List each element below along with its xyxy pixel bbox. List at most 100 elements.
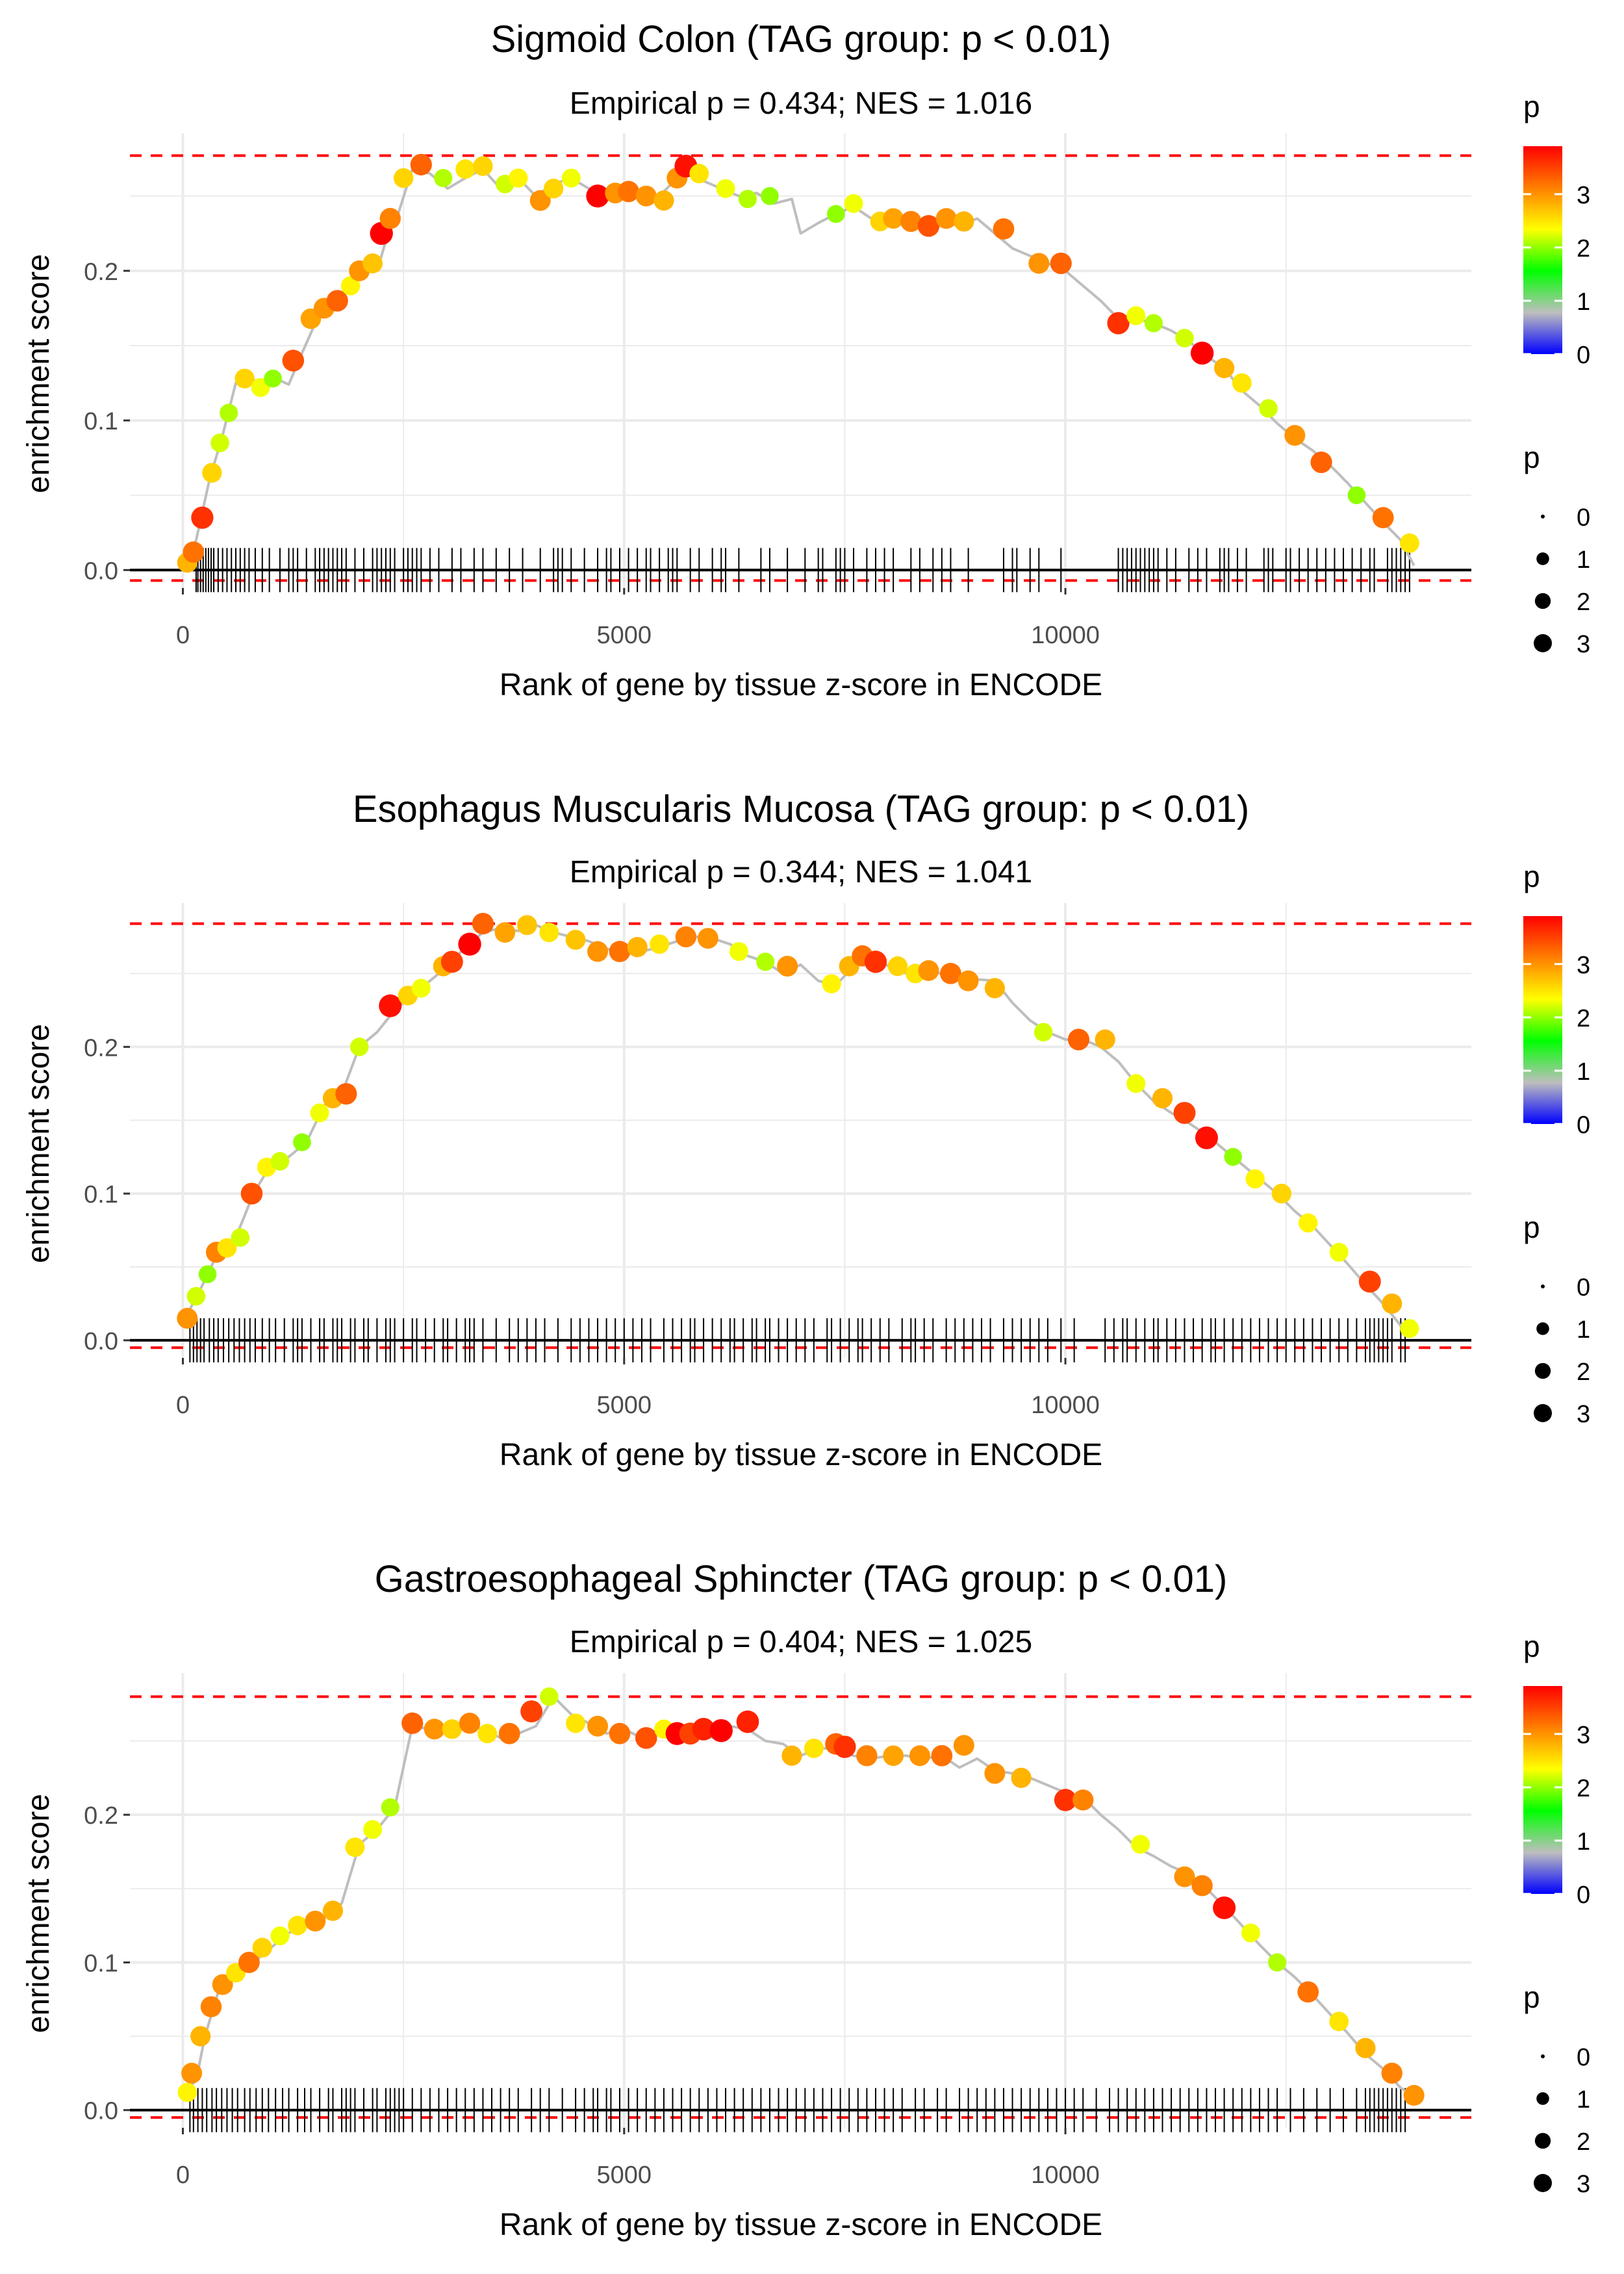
colorbar (1523, 916, 1562, 1124)
data-point (217, 1238, 237, 1258)
data-point (635, 1727, 657, 1749)
size-key (1534, 2174, 1552, 2192)
color-legend-title: p (1523, 90, 1540, 123)
chart-title: Sigmoid Colon (TAG group: p < 0.01) (491, 18, 1111, 60)
y-axis-label: enrichment score (21, 1024, 56, 1263)
data-point (675, 926, 697, 948)
colorbar-tick-label: 2 (1577, 235, 1590, 262)
size-key (1541, 2054, 1545, 2058)
data-point (494, 922, 516, 943)
data-point (1144, 314, 1163, 333)
data-point (310, 1103, 329, 1123)
data-point (1213, 1896, 1236, 1919)
x-tick-label: 0 (176, 1392, 190, 1419)
data-point (1245, 1169, 1265, 1189)
data-point (1224, 1147, 1242, 1166)
size-legend-title: p (1523, 441, 1540, 474)
size-key-label: 1 (1577, 546, 1590, 574)
data-point (210, 433, 229, 452)
data-point (442, 1719, 463, 1739)
x-axis-label: Rank of gene by tissue z-score in ENCODE (500, 1438, 1102, 1472)
colorbar-tick-label: 0 (1577, 1882, 1590, 1909)
size-key-label: 2 (1577, 1359, 1590, 1386)
data-point (186, 1286, 206, 1306)
data-point (235, 368, 255, 389)
data-point (940, 962, 961, 984)
data-point (509, 168, 528, 188)
data-point (1174, 1866, 1195, 1887)
data-point (459, 1713, 481, 1734)
data-point (709, 1718, 733, 1743)
data-point (1271, 1183, 1292, 1204)
data-point (958, 970, 979, 991)
size-key-label: 0 (1577, 1274, 1590, 1301)
data-point (202, 463, 222, 483)
data-point (697, 928, 718, 949)
data-point (1329, 1242, 1349, 1262)
data-point (1329, 2012, 1349, 2032)
color-legend-title: p (1523, 1629, 1540, 1663)
data-point (729, 942, 748, 962)
legend: p p 3 2 1 0 0 1 2 3 (1523, 860, 1590, 1428)
panel-sigmoid-colon: Sigmoid Colon (TAG group: p < 0.01) Empi… (21, 18, 1590, 702)
data-point (270, 1152, 290, 1171)
data-point (1358, 1270, 1381, 1293)
chart-title: Esophagus Muscularis Mucosa (TAG group: … (353, 788, 1249, 830)
panel-esophagus-muscularis-mucosa: Esophagus Muscularis Mucosa (TAG group: … (21, 788, 1590, 1472)
data-point (827, 205, 845, 224)
legend: p p 3 2 1 0 0 1 2 3 (1523, 1629, 1590, 2198)
size-key (1536, 1322, 1549, 1335)
data-point (520, 1700, 543, 1723)
data-point (609, 941, 631, 962)
data-point (362, 253, 383, 274)
colorbar-tick-label: 3 (1577, 952, 1590, 979)
data-point (561, 168, 581, 188)
data-point (529, 190, 551, 211)
data-point (1268, 1953, 1287, 1972)
colorbar-tick-label: 1 (1577, 1058, 1590, 1086)
size-key (1534, 593, 1551, 609)
data-point (411, 978, 431, 998)
data-point (1072, 1789, 1094, 1811)
data-point (984, 978, 1005, 999)
colorbar (1523, 1686, 1562, 1894)
size-key-label: 3 (1577, 1401, 1590, 1428)
size-key-label: 2 (1577, 2128, 1590, 2156)
data-point (1011, 1767, 1032, 1788)
plot-area: 0.0 0.1 0.2 0 5000 10000 (84, 903, 1471, 1419)
colorbar (1523, 146, 1562, 354)
data-point (1399, 533, 1419, 553)
y-tick-label: 0.1 (84, 408, 118, 435)
size-key-label: 1 (1577, 1316, 1590, 1344)
colorbar-tick-label: 3 (1577, 1722, 1590, 1749)
data-point (844, 194, 863, 213)
data-point (190, 2026, 211, 2047)
data-point (540, 1687, 559, 1706)
data-point (900, 211, 922, 233)
data-point (379, 208, 401, 229)
data-point (393, 168, 414, 188)
data-point (200, 1996, 222, 2017)
data-point (252, 1937, 272, 1958)
data-point (993, 218, 1015, 240)
size-key (1534, 1404, 1552, 1422)
data-point (856, 1745, 878, 1767)
x-tick-label: 10000 (1031, 622, 1100, 649)
size-key (1541, 1284, 1545, 1288)
data-point (1028, 253, 1050, 274)
data-point (918, 960, 939, 981)
x-tick-label: 10000 (1031, 2162, 1100, 2189)
data-point (1310, 451, 1332, 474)
x-tick-label: 5000 (597, 1392, 652, 1419)
colorbar-tick-label: 3 (1577, 182, 1590, 209)
data-point (627, 937, 648, 958)
data-point (424, 1718, 445, 1740)
data-point (1054, 1789, 1077, 1811)
x-tick-label: 5000 (597, 2162, 652, 2189)
x-axis-label: Rank of gene by tissue z-score in ENCODE (500, 2208, 1102, 2242)
x-tick-label: 5000 (597, 622, 652, 649)
data-point (1191, 1875, 1213, 1897)
data-point (1190, 341, 1214, 365)
y-tick-label: 0.1 (84, 1950, 118, 1977)
data-point (777, 956, 798, 977)
